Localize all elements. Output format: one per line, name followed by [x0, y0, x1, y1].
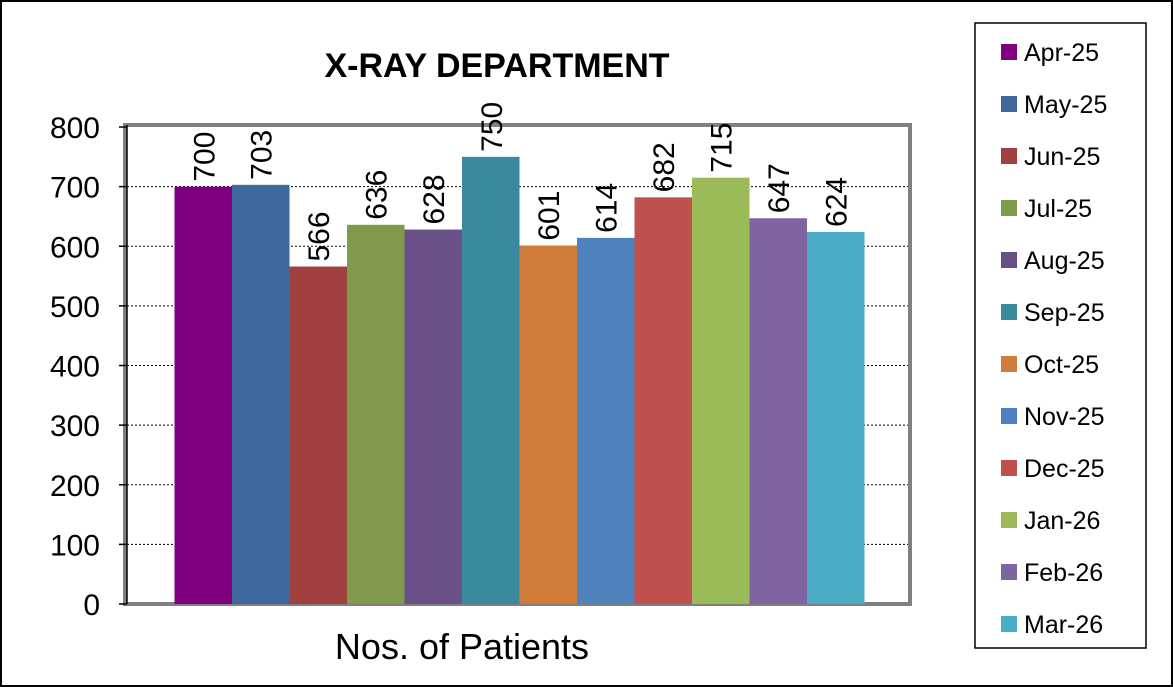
legend-label: Jul-25: [1024, 195, 1092, 223]
legend-swatch: [1001, 148, 1017, 164]
legend-label: Jan-26: [1024, 507, 1100, 535]
data-label: 566: [303, 211, 336, 261]
data-label: 636: [361, 170, 394, 220]
bars: [174, 156, 865, 605]
legend-swatch: [1001, 460, 1017, 476]
data-label: 601: [533, 191, 566, 241]
y-tick-label: 100: [50, 529, 100, 562]
legend-swatch: [1001, 512, 1017, 528]
legend-box: [974, 22, 1147, 649]
legend-swatch: [1001, 252, 1017, 268]
legend-swatch: [1001, 96, 1017, 112]
legend-swatch: [1001, 408, 1017, 424]
x-axis-label: Nos. of Patients: [335, 626, 589, 667]
y-tick-label: 300: [50, 410, 100, 443]
chart-title: X-RAY DEPARTMENT: [324, 47, 669, 85]
y-axis: 0 100 200 300 400 500 600 700 800: [50, 112, 128, 622]
legend: Apr-25 May-25 Jun-25 Jul-25 Aug-25 Sep-25 Oct-…: [1001, 39, 1107, 639]
legend-label: Oct-25: [1024, 351, 1099, 379]
legend-label: Sep-25: [1024, 299, 1105, 327]
legend-swatch: [1001, 564, 1017, 580]
y-tick-label: 0: [83, 589, 100, 622]
bar: [462, 156, 520, 604]
y-tick-label: 200: [50, 470, 100, 503]
legend-label: Dec-25: [1024, 455, 1105, 483]
y-tick-label: 600: [50, 231, 100, 264]
legend-label: Aug-25: [1024, 247, 1105, 275]
bar: [577, 237, 635, 604]
legend-swatch: [1001, 616, 1017, 632]
data-label: 703: [246, 130, 279, 180]
data-label: 614: [591, 183, 624, 233]
legend-swatch: [1001, 356, 1017, 372]
legend-label: Feb-26: [1024, 559, 1103, 587]
bar: [692, 177, 750, 604]
bar: [634, 197, 692, 605]
legend-label: May-25: [1024, 91, 1107, 119]
y-tick-label: 800: [50, 112, 100, 145]
bar: [749, 218, 807, 604]
bar: [347, 224, 405, 604]
y-tick-label: 700: [50, 172, 100, 205]
bar: [807, 231, 865, 604]
legend-label: Jun-25: [1024, 143, 1100, 171]
bar: [174, 186, 232, 604]
bar: [232, 184, 290, 604]
legend-swatch: [1001, 200, 1017, 216]
data-label: 628: [418, 174, 451, 224]
data-label: 682: [648, 142, 681, 192]
bar: [289, 266, 347, 604]
y-tick-label: 500: [50, 291, 100, 324]
data-label: 624: [821, 177, 854, 227]
legend-swatch: [1001, 44, 1017, 60]
data-label: 647: [763, 163, 796, 213]
y-tick-label: 400: [50, 351, 100, 384]
data-labels: 700 703 566 636 628 750 601 614 682 715 647 624: [188, 102, 854, 262]
legend-label: Apr-25: [1024, 39, 1099, 67]
bar: [404, 229, 462, 604]
data-label: 715: [706, 123, 739, 173]
legend-label: Mar-26: [1024, 611, 1103, 639]
data-label: 700: [188, 132, 221, 182]
legend-swatch: [1001, 304, 1017, 320]
legend-label: Nov-25: [1024, 403, 1105, 431]
bar: [519, 245, 577, 604]
data-label: 750: [476, 102, 509, 152]
